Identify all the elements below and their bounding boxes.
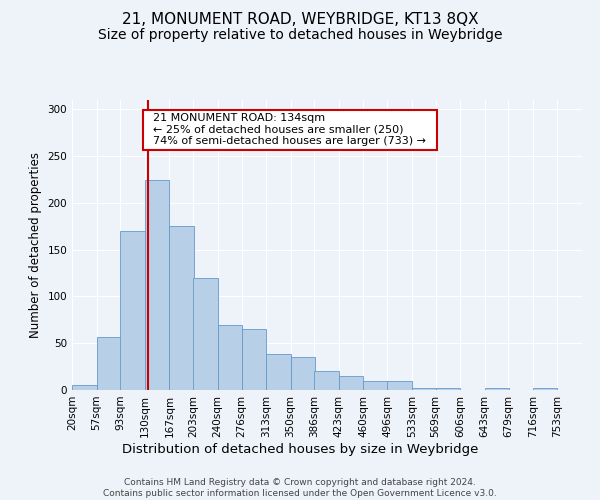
Bar (72, 386, 97, 390)
Text: Size of property relative to detached houses in Weybridge: Size of property relative to detached ho… (98, 28, 502, 42)
Bar (193, 278, 218, 390)
Bar (97, 336, 121, 390)
Bar (485, 388, 509, 390)
Bar (169, 226, 194, 390)
Bar (242, 329, 266, 390)
Text: 21 MONUMENT ROAD: 134sqm  
  ← 25% of detached houses are smaller (250)  
  74% : 21 MONUMENT ROAD: 134sqm ← 25% of detach… (146, 113, 433, 146)
Bar (218, 324, 242, 390)
Bar (266, 354, 290, 390)
Bar (121, 231, 145, 390)
Bar (412, 388, 436, 390)
Bar (533, 388, 557, 390)
Bar (145, 180, 169, 390)
Bar (339, 376, 364, 390)
Text: Contains HM Land Registry data © Crown copyright and database right 2024.
Contai: Contains HM Land Registry data © Crown c… (103, 478, 497, 498)
Y-axis label: Number of detached properties: Number of detached properties (29, 152, 42, 338)
Text: 21, MONUMENT ROAD, WEYBRIDGE, KT13 8QX: 21, MONUMENT ROAD, WEYBRIDGE, KT13 8QX (122, 12, 478, 28)
Text: Distribution of detached houses by size in Weybridge: Distribution of detached houses by size … (122, 442, 478, 456)
Bar (314, 372, 339, 390)
Bar (387, 380, 412, 390)
Bar (290, 358, 315, 390)
Bar (364, 380, 388, 390)
Bar (436, 388, 460, 390)
